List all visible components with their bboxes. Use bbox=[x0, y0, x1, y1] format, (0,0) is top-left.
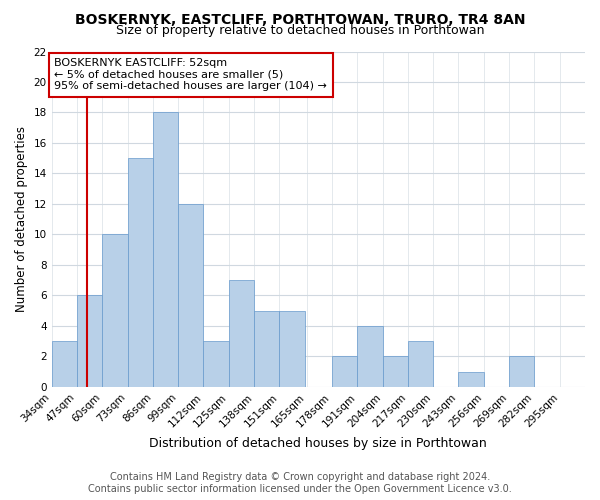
Text: BOSKERNYK, EASTCLIFF, PORTHTOWAN, TRURO, TR4 8AN: BOSKERNYK, EASTCLIFF, PORTHTOWAN, TRURO,… bbox=[75, 12, 525, 26]
Bar bbox=[229, 280, 254, 387]
Bar bbox=[408, 341, 433, 387]
Bar bbox=[280, 310, 305, 387]
Text: BOSKERNYK EASTCLIFF: 52sqm
← 5% of detached houses are smaller (5)
95% of semi-d: BOSKERNYK EASTCLIFF: 52sqm ← 5% of detac… bbox=[55, 58, 327, 92]
Bar bbox=[102, 234, 128, 387]
Bar bbox=[383, 356, 408, 387]
Bar bbox=[332, 356, 357, 387]
Bar bbox=[357, 326, 383, 387]
Text: Size of property relative to detached houses in Porthtowan: Size of property relative to detached ho… bbox=[116, 24, 484, 37]
Y-axis label: Number of detached properties: Number of detached properties bbox=[15, 126, 28, 312]
Bar bbox=[128, 158, 153, 387]
Bar bbox=[203, 341, 229, 387]
Text: Contains HM Land Registry data © Crown copyright and database right 2024.
Contai: Contains HM Land Registry data © Crown c… bbox=[88, 472, 512, 494]
Bar bbox=[509, 356, 535, 387]
Bar bbox=[153, 112, 178, 387]
Bar bbox=[52, 341, 77, 387]
Bar bbox=[178, 204, 203, 387]
Bar bbox=[254, 310, 280, 387]
X-axis label: Distribution of detached houses by size in Porthtowan: Distribution of detached houses by size … bbox=[149, 437, 487, 450]
Bar bbox=[77, 296, 102, 387]
Bar bbox=[458, 372, 484, 387]
